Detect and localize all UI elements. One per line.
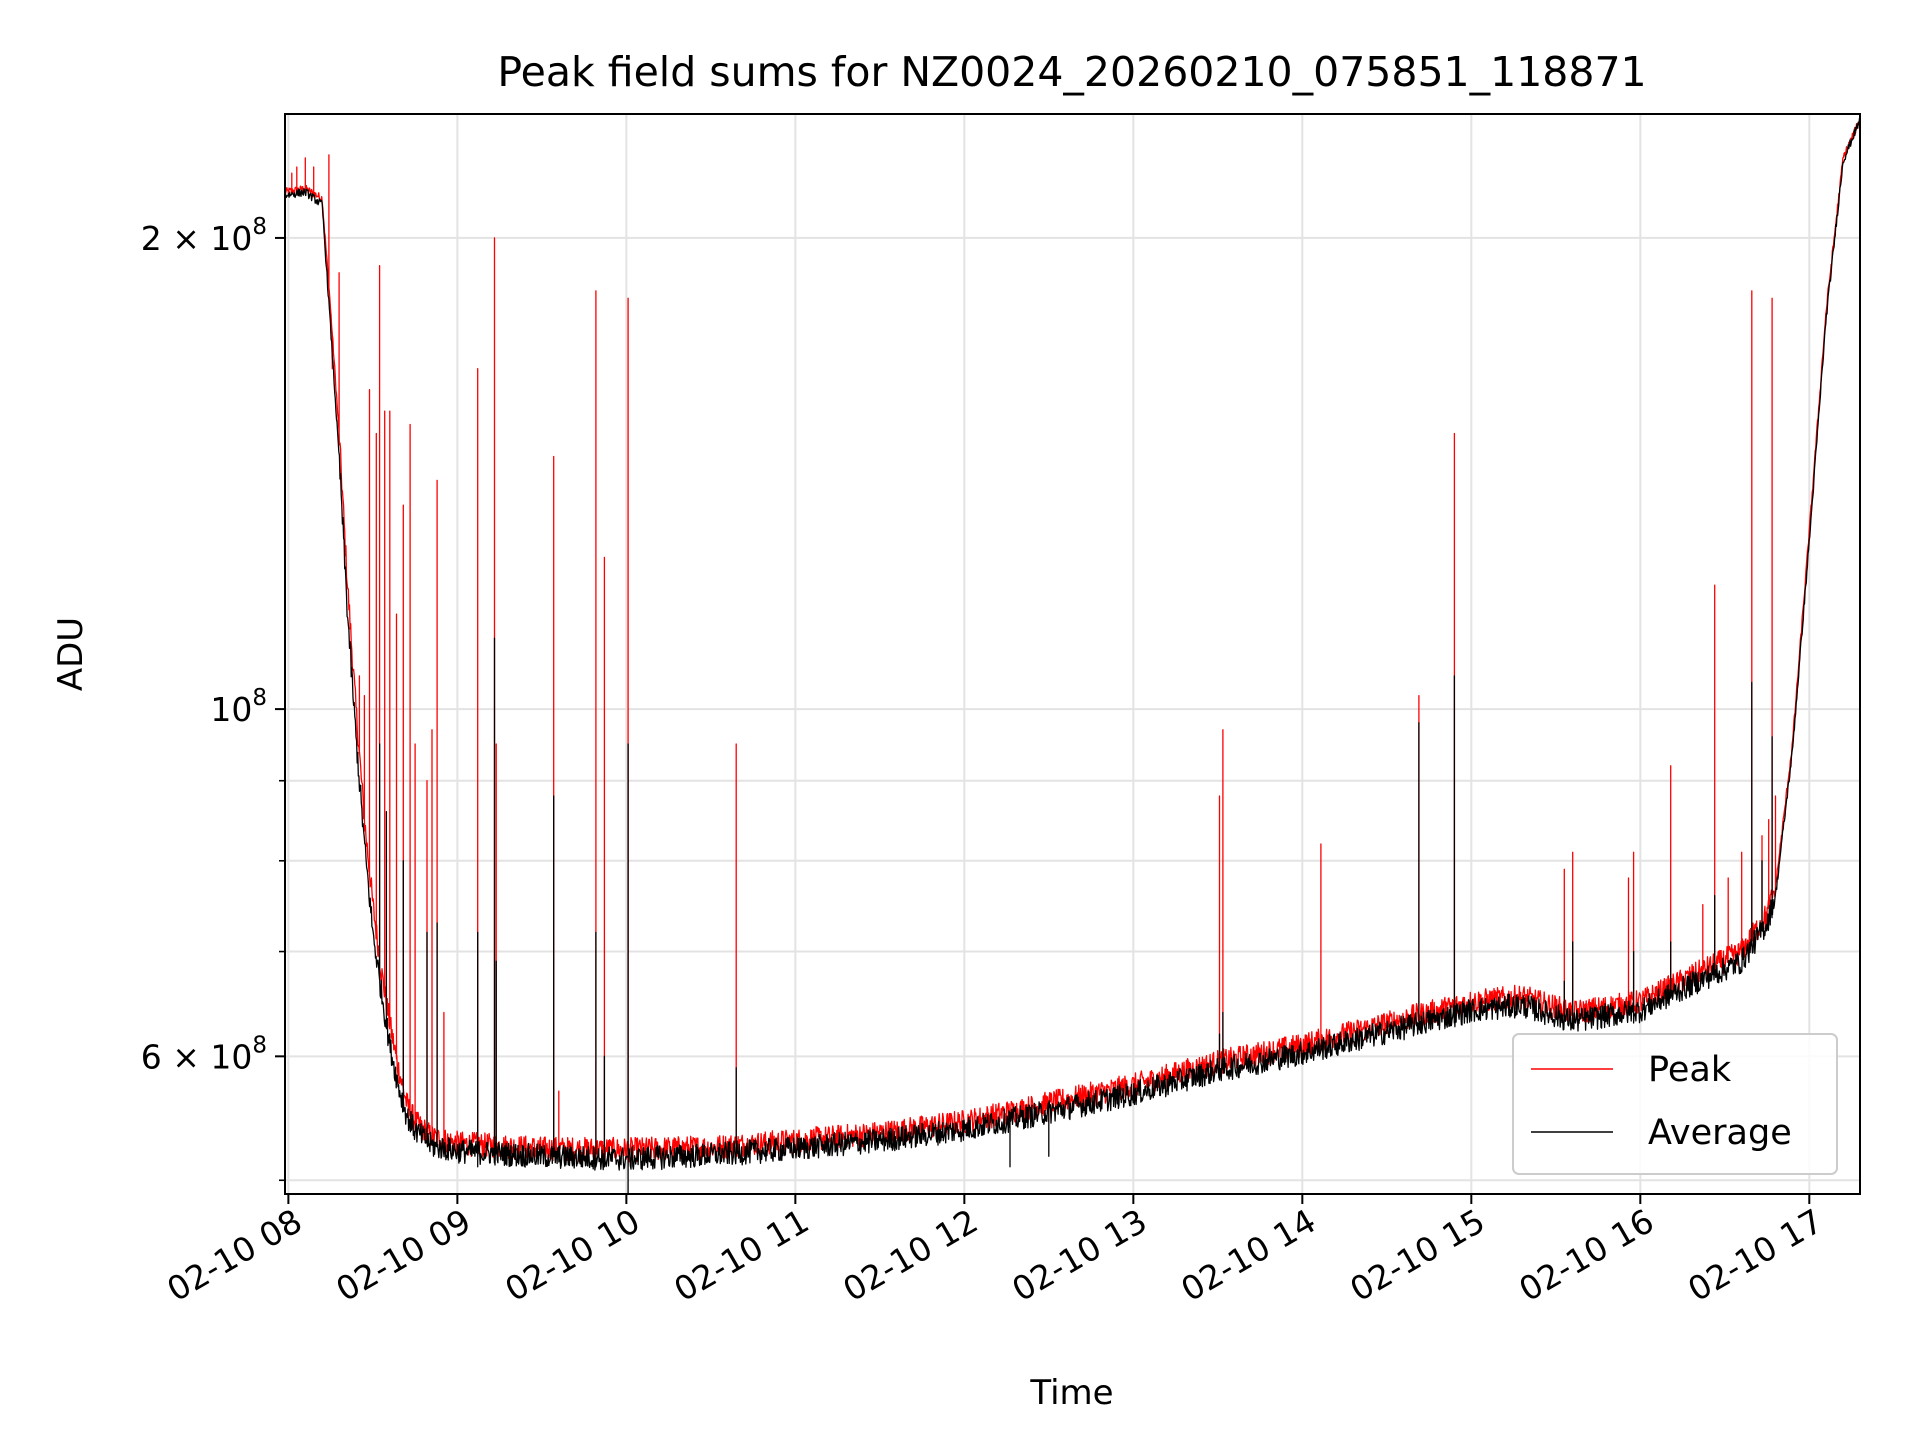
legend-label-average: Average [1648,1113,1792,1153]
x-axis-label: Time [1029,1373,1113,1413]
grid [285,114,1860,1194]
series-layer [285,118,1860,1194]
legend-label-peak: Peak [1648,1050,1732,1090]
y-tick-label: 108 [210,685,267,729]
y-tick-label: 6 × 108 [141,1032,267,1076]
legend: Peak Average [1512,1033,1838,1175]
y-tick-label: 2 × 108 [141,214,267,258]
chart-title: Peak field sums for NZ0024_20260210_0758… [497,48,1646,96]
y-axis-label: ADU [51,617,91,691]
series-line-average [285,118,1860,1194]
plot-frame [284,113,1861,1195]
